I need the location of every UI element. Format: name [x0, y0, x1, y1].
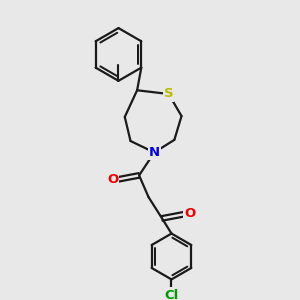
- Text: N: N: [149, 146, 160, 159]
- Text: Cl: Cl: [164, 289, 178, 300]
- Text: O: O: [184, 207, 196, 220]
- Text: S: S: [164, 88, 173, 100]
- Text: O: O: [107, 173, 118, 187]
